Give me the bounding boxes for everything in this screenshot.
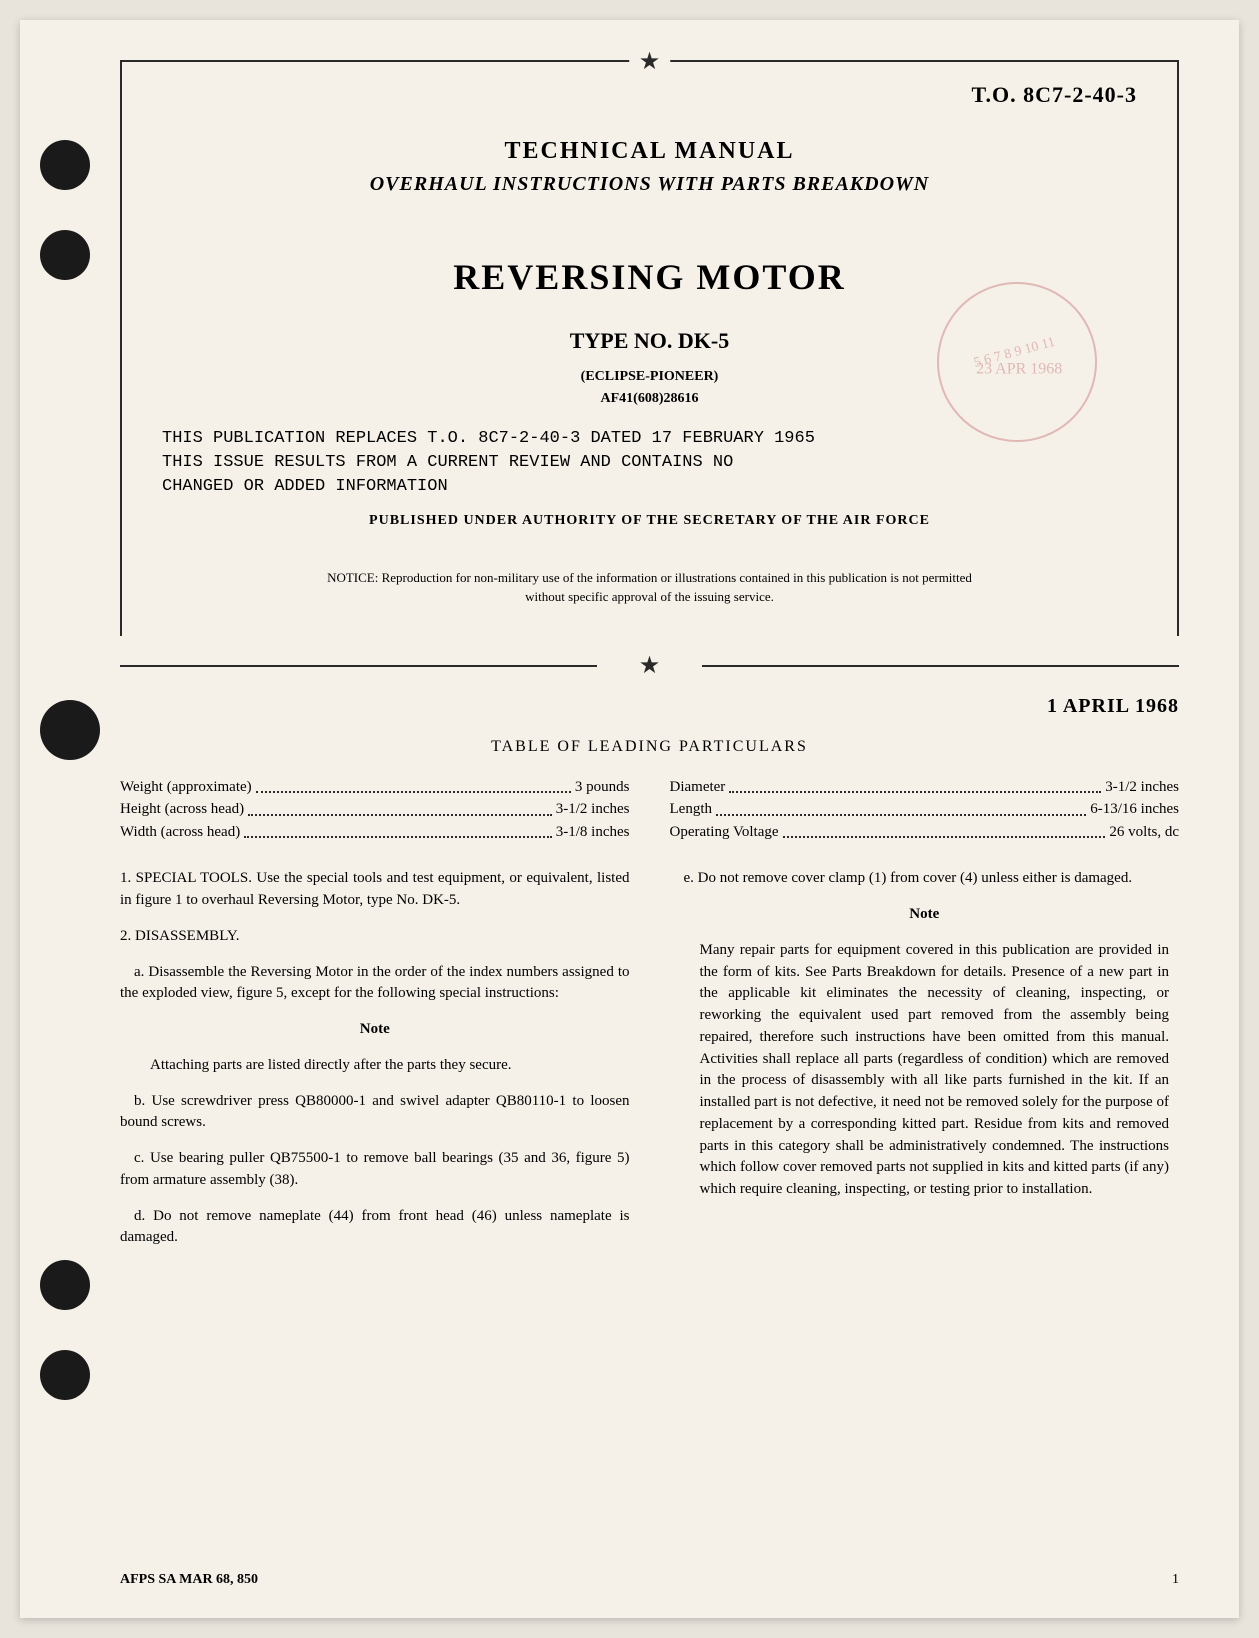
particular-row: Weight (approximate) 3 pounds [120, 776, 630, 799]
particulars-heading: TABLE OF LEADING PARTICULARS [120, 738, 1179, 756]
punch-hole-icon [40, 700, 100, 760]
star-icon: ★ [629, 47, 671, 76]
note-text: Many repair parts for equipment covered … [700, 940, 1170, 1201]
particular-value: 3-1/2 inches [556, 798, 630, 821]
paragraph: b. Use screwdriver press QB80000-1 and s… [120, 1091, 630, 1135]
particular-value: 3 pounds [575, 776, 630, 799]
leader-dots [729, 776, 1101, 794]
leader-dots [256, 776, 571, 794]
punch-hole-icon [40, 230, 90, 280]
particular-value: 26 volts, dc [1109, 821, 1179, 844]
particulars-table: Weight (approximate) 3 pounds Height (ac… [120, 776, 1179, 844]
paragraph: c. Use bearing puller QB75500-1 to remov… [120, 1148, 630, 1192]
footer-print-info: AFPS SA MAR 68, 850 [120, 1572, 258, 1588]
particular-row: Length 6-13/16 inches [670, 798, 1180, 821]
note-heading: Note [120, 1019, 630, 1041]
particular-value: 3-1/8 inches [556, 821, 630, 844]
leader-dots [244, 821, 552, 839]
particular-row: Height (across head) 3-1/2 inches [120, 798, 630, 821]
paragraph: 1. SPECIAL TOOLS. Use the special tools … [120, 868, 630, 912]
body-left-column: 1. SPECIAL TOOLS. Use the special tools … [120, 868, 630, 1263]
particular-row: Operating Voltage 26 volts, dc [670, 821, 1180, 844]
particular-label: Operating Voltage [670, 821, 779, 844]
page-footer: AFPS SA MAR 68, 850 1 [120, 1572, 1179, 1588]
paragraph: 2. DISASSEMBLY. [120, 926, 630, 948]
page-number: 1 [1172, 1572, 1179, 1588]
replacement-line: THIS ISSUE RESULTS FROM A CURRENT REVIEW… [162, 451, 1137, 475]
particular-label: Width (across head) [120, 821, 240, 844]
punch-hole-icon [40, 1350, 90, 1400]
particular-label: Length [670, 798, 713, 821]
authority-statement: PUBLISHED UNDER AUTHORITY OF THE SECRETA… [162, 513, 1137, 529]
particular-row: Diameter 3-1/2 inches [670, 776, 1180, 799]
paragraph: d. Do not remove nameplate (44) from fro… [120, 1206, 630, 1250]
reproduction-notice: NOTICE: Reproduction for non-military us… [308, 569, 991, 605]
particular-label: Weight (approximate) [120, 776, 252, 799]
leader-dots [783, 821, 1106, 839]
body-right-column: e. Do not remove cover clamp (1) from co… [670, 868, 1180, 1263]
subtitle: OVERHAUL INSTRUCTIONS WITH PARTS BREAKDO… [162, 173, 1137, 196]
particular-label: Height (across head) [120, 798, 244, 821]
punch-hole-icon [40, 140, 90, 190]
body-content: 1. SPECIAL TOOLS. Use the special tools … [120, 868, 1179, 1263]
stamp-date: 23 APR 1968 [976, 361, 1062, 379]
divider-star-icon: ★ [120, 651, 1179, 680]
punch-hole-icon [40, 1260, 90, 1310]
paragraph: a. Disassemble the Reversing Motor in th… [120, 962, 630, 1006]
particular-value: 3-1/2 inches [1105, 776, 1179, 799]
note-heading: Note [670, 904, 1180, 926]
particular-label: Diameter [670, 776, 726, 799]
doc-type: TECHNICAL MANUAL [162, 138, 1137, 165]
note-text: Attaching parts are listed directly afte… [150, 1055, 620, 1077]
header-frame: ★ T.O. 8C7-2-40-3 TECHNICAL MANUAL OVERH… [120, 60, 1179, 636]
particulars-right-col: Diameter 3-1/2 inches Length 6-13/16 inc… [670, 776, 1180, 844]
particulars-left-col: Weight (approximate) 3 pounds Height (ac… [120, 776, 630, 844]
leader-dots [248, 798, 552, 816]
paragraph: e. Do not remove cover clamp (1) from co… [670, 868, 1180, 890]
replacement-line: CHANGED OR ADDED INFORMATION [162, 475, 1137, 499]
particular-value: 6-13/16 inches [1090, 798, 1179, 821]
particular-row: Width (across head) 3-1/8 inches [120, 821, 630, 844]
issue-date: 1 APRIL 1968 [120, 695, 1179, 718]
to-number: T.O. 8C7-2-40-3 [162, 82, 1137, 108]
document-page: ★ T.O. 8C7-2-40-3 TECHNICAL MANUAL OVERH… [20, 20, 1239, 1618]
leader-dots [716, 798, 1086, 816]
